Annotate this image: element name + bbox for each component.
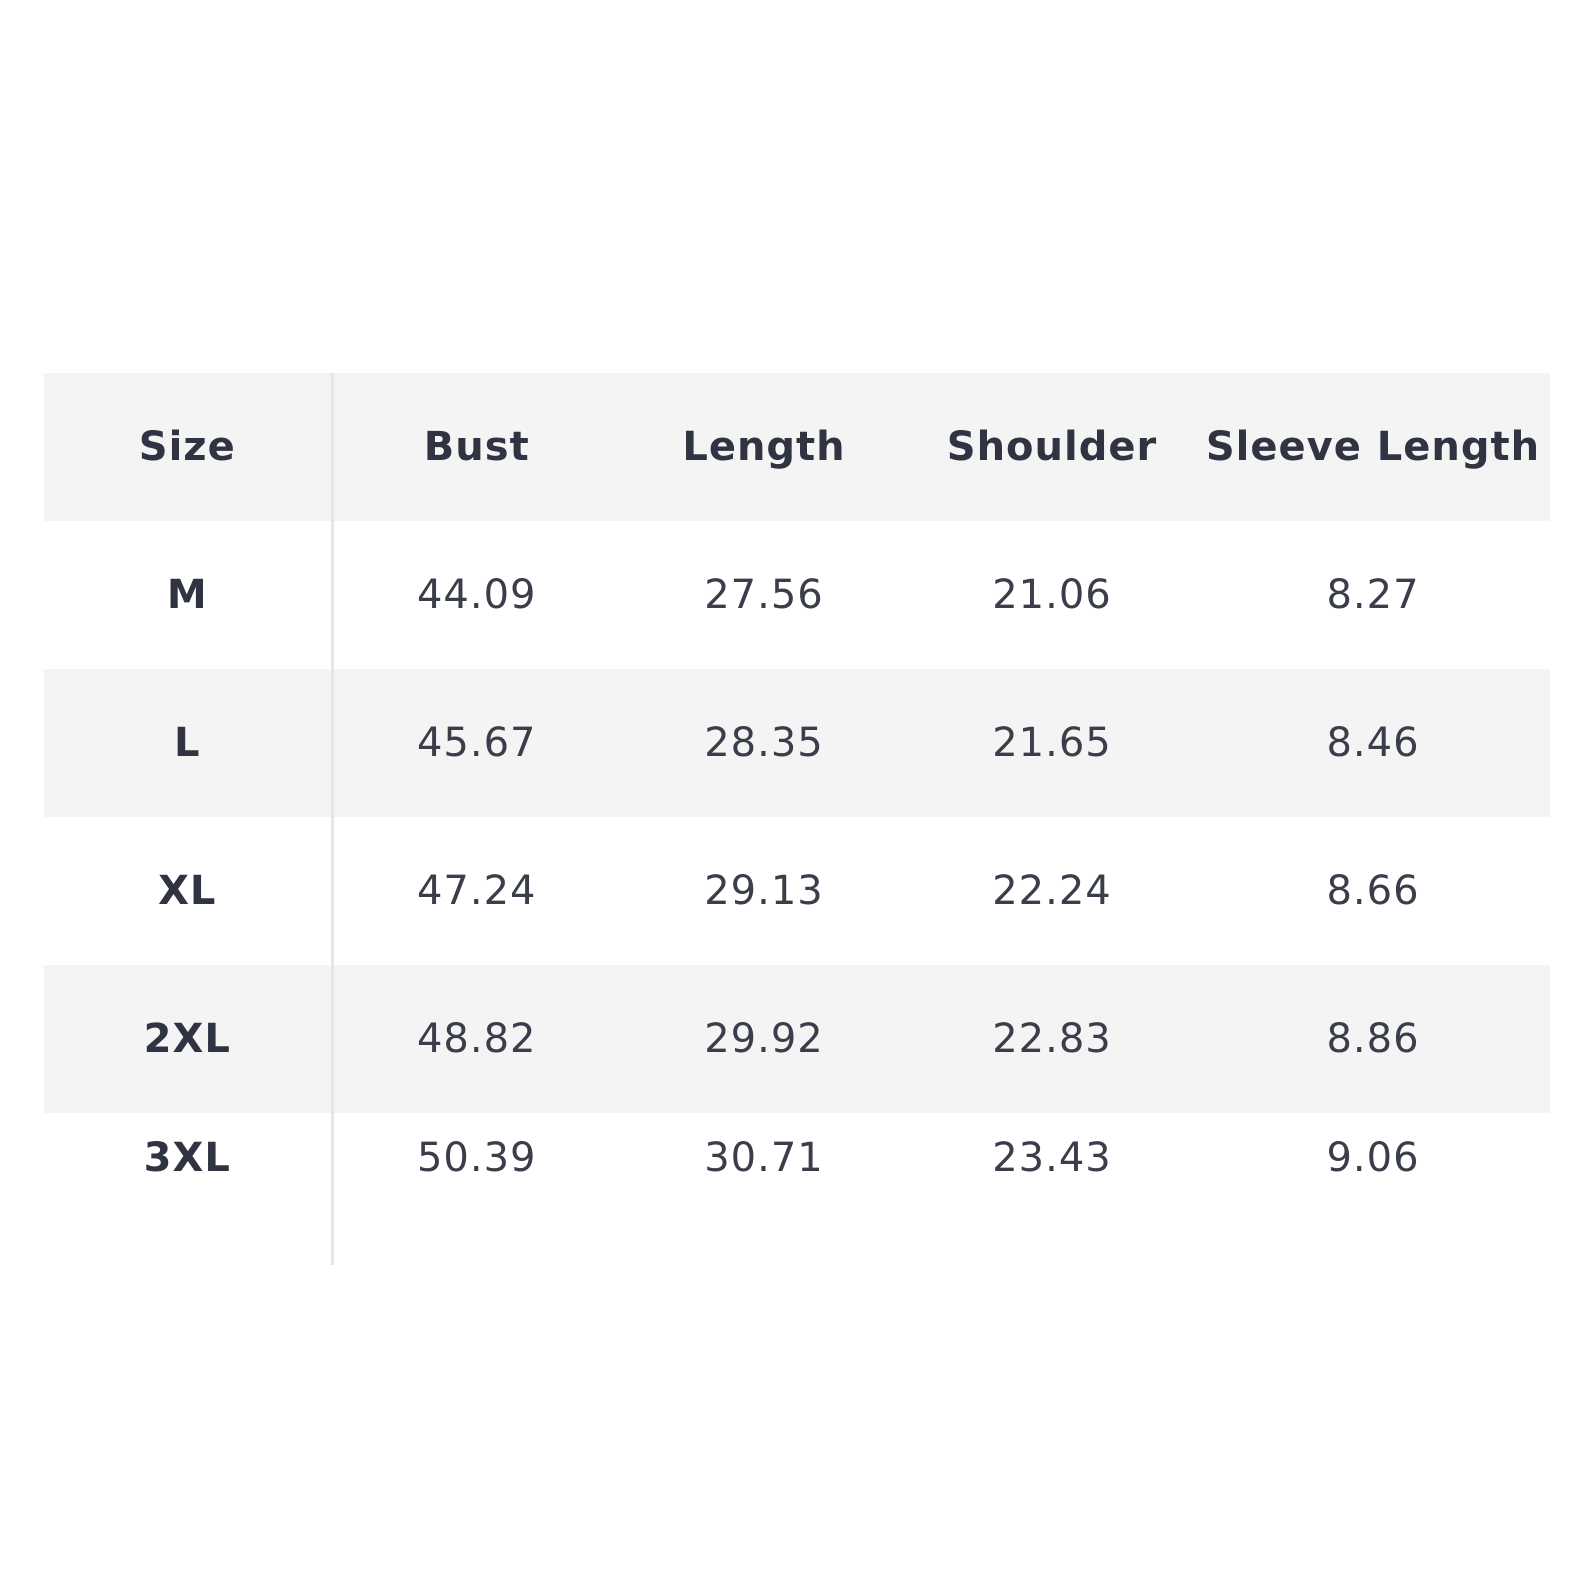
bust-cell: 44.09 [416,572,537,618]
table-header-row: Size Bust Length Shoulder Sleeve Length [44,373,1550,521]
length-cell: 29.13 [704,868,824,914]
length-cell: 30.71 [704,1135,824,1181]
sleeve-length-cell: 8.86 [1196,965,1550,1113]
size-cell: 2XL [44,965,334,1113]
bust-cell: 45.67 [332,669,620,817]
size-chart-table: Size Bust Length Shoulder Sleeve Length … [44,373,1552,1265]
table-row: L 45.67 28.35 21.65 8.46 [44,669,1550,817]
header-size: Size [44,373,334,521]
length-cell: 29.92 [620,965,908,1113]
shoulder-cell: 22.83 [908,965,1196,1113]
bust-cell: 50.39 [416,1135,537,1181]
header-sleeve-length: Sleeve Length [1196,373,1550,521]
table-row: M 44.09 27.56 21.06 8.27 [44,521,1550,669]
bust-cell: 48.82 [332,965,620,1113]
sleeve-length-cell: 9.06 [1326,1135,1420,1181]
header-length: Length [620,373,908,521]
size-cell: XL [44,817,334,965]
bust-cell: 47.24 [416,868,537,914]
header-shoulder: Shoulder [908,373,1196,521]
length-cell: 27.56 [704,572,824,618]
shoulder-cell: 22.24 [992,868,1112,914]
table-row: 2XL 48.82 29.92 22.83 8.86 [44,965,1550,1113]
shoulder-cell: 21.06 [992,572,1112,618]
sleeve-length-cell: 8.46 [1196,669,1550,817]
size-cell: 3XL [44,1113,334,1265]
size-cell: L [44,669,334,817]
size-cell: M [44,521,334,669]
length-cell: 28.35 [620,669,908,817]
sleeve-length-cell: 8.66 [1326,868,1420,914]
shoulder-cell: 23.43 [992,1135,1112,1181]
table-row: 3XL 50.39 30.71 23.43 9.06 [44,1113,1550,1265]
table-row: XL 47.24 29.13 22.24 8.66 [44,817,1550,965]
sleeve-length-cell: 8.27 [1326,572,1420,618]
shoulder-cell: 21.65 [908,669,1196,817]
header-bust: Bust [332,373,620,521]
